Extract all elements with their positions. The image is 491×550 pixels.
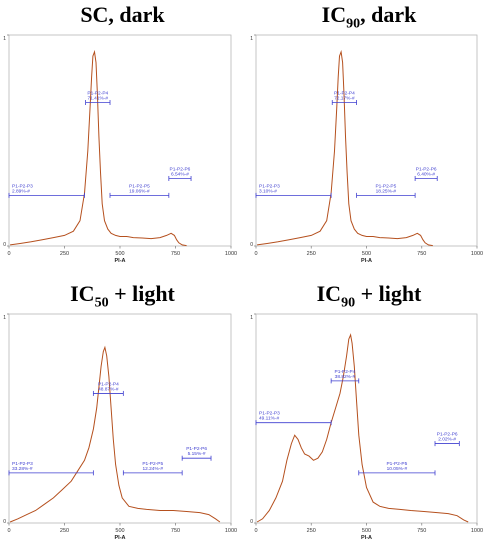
- panel-title-main: IC: [70, 281, 95, 306]
- gate-name-label: P1-P2-P5: [375, 183, 396, 189]
- gate-value-label: 12.24%-#: [142, 466, 163, 472]
- gate-value-label: 5.15%-#: [188, 451, 206, 457]
- x-tick-label: 1000: [471, 251, 483, 257]
- gate-value-label: 49.11%-#: [259, 416, 280, 422]
- panel-title-main: IC: [321, 2, 347, 27]
- gate-name-label: P1-P2-P6: [170, 166, 191, 172]
- x-tick-label: 750: [417, 251, 426, 257]
- panel-title: SC, dark: [0, 3, 245, 36]
- x-tick-label: 500: [115, 251, 124, 257]
- y-tick-label: 0: [250, 519, 253, 525]
- y-tick-label: 0: [3, 519, 6, 525]
- panel-ic90-light: IC90 + light 0 1 0 250 500 750 1000 PI-A P1-P2-P…: [247, 278, 491, 550]
- histogram-line: [256, 333, 469, 523]
- gate-name-label: P1-P2-P4: [98, 381, 119, 387]
- panel-title-main: IC: [316, 281, 342, 306]
- histogram-line: [9, 345, 221, 523]
- y-tick-label: 1: [3, 36, 6, 42]
- panel-sc-dark: SC, dark 0 1 0 250 500 750 1000 PI-A P1-P2-P3 2.8…: [0, 0, 245, 275]
- x-tick-label: 0: [7, 528, 10, 534]
- y-tick-label: 1: [3, 315, 6, 321]
- x-tick-label: 500: [115, 528, 124, 534]
- x-tick-label: 1000: [225, 251, 237, 257]
- y-tick-label: 0: [250, 242, 253, 248]
- x-tick-label: 1000: [471, 528, 483, 534]
- panel-title-rest: , dark: [360, 2, 417, 27]
- panel-title: IC50 + light: [0, 282, 245, 315]
- gate-value-label: 19.06%-#: [129, 188, 150, 194]
- gate-value-label: 3.10%-#: [259, 188, 277, 194]
- panel-title-sub: 50: [94, 295, 109, 311]
- x-axis-label: PI-A: [115, 258, 126, 264]
- x-tick-label: 500: [362, 251, 371, 257]
- plot-frame: [255, 34, 478, 247]
- gate-value-label: 33.28%-#: [12, 466, 33, 472]
- panel-ic50-light: IC50 + light 0 1 0 250 500 750 1000 PI-A P1-P2-P…: [0, 278, 245, 550]
- panel-title: IC90, dark: [247, 3, 491, 36]
- x-tick-label: 250: [60, 251, 69, 257]
- gate-value-label: 38.82%-#: [335, 374, 356, 380]
- plot-frame: [8, 313, 232, 524]
- x-tick-label: 0: [7, 251, 10, 257]
- x-tick-label: 750: [171, 528, 180, 534]
- gate-name-label: P1-P2-P3: [259, 183, 280, 189]
- y-tick-label: 1: [250, 36, 253, 42]
- gate-name-label: P1-P2-P5: [386, 461, 407, 467]
- panel-title: IC90 + light: [247, 282, 491, 315]
- gate-name-label: P1-P2-P4: [335, 369, 356, 375]
- panel-title-rest: + light: [108, 281, 175, 306]
- x-axis-label: PI-A: [115, 535, 126, 541]
- histogram-chart: 0 1 0 250 500 750 1000 PI-A P1-P2-P32.89%-# P1-P2…: [3, 34, 237, 264]
- gate-name-label: P1-P2-P3: [12, 183, 33, 189]
- panel-title-sub: 90: [341, 295, 356, 311]
- gate-value-label: 6.40%-#: [417, 171, 435, 177]
- gate-name-label: P1-P2-P3: [259, 411, 280, 417]
- x-tick-label: 250: [60, 528, 69, 534]
- x-tick-label: 1000: [225, 528, 237, 534]
- gate-value-label: 2.89%-#: [12, 188, 30, 194]
- x-axis-label: PI-A: [361, 535, 372, 541]
- histogram-line: [10, 49, 187, 247]
- plot-frame: [8, 34, 232, 247]
- gate-name-label: P1-P2-P5: [129, 183, 150, 189]
- plot-frame: [255, 313, 478, 524]
- gate-value-label: 48.87%-#: [98, 386, 119, 392]
- panel-title-sub: 90: [346, 16, 361, 32]
- histogram-line: [257, 49, 433, 247]
- gate-value-label: 71.41%-#: [88, 96, 109, 102]
- gate-value-label: 18.25%-#: [376, 188, 397, 194]
- panel-title-rest: + light: [355, 281, 422, 306]
- x-axis-label: PI-A: [361, 258, 372, 264]
- gate-value-label: 10.05%-#: [387, 466, 408, 472]
- x-tick-label: 500: [362, 528, 371, 534]
- gate-name-label: P1-P2-P4: [334, 91, 355, 97]
- gate-name-label: P1-P2-P6: [416, 166, 437, 172]
- x-tick-label: 0: [254, 528, 257, 534]
- panel-ic90-dark: IC90, dark 0 1 0 250 500 750 1000 PI-A P1-P2-P3 3…: [247, 0, 491, 275]
- x-tick-label: 0: [254, 251, 257, 257]
- y-tick-label: 0: [3, 242, 6, 248]
- gate-value-label: 6.54%-#: [171, 171, 189, 177]
- gate-name-label: P1-P2-P5: [142, 461, 163, 467]
- x-tick-label: 750: [417, 528, 426, 534]
- x-tick-label: 250: [307, 251, 316, 257]
- gate-name-label: P1-P2-P4: [87, 91, 108, 97]
- gate-value-label: 2.02%-#: [438, 437, 456, 443]
- gate-value-label: 72.17%-#: [334, 96, 355, 102]
- y-tick-label: 1: [250, 315, 253, 321]
- gate-name-label: P1-P2-P6: [186, 446, 207, 452]
- histogram-chart: 0 1 0 250 500 750 1000 PI-A P1-P2-P33.10%-# P1-P2…: [250, 34, 483, 264]
- x-tick-label: 250: [307, 528, 316, 534]
- panel-title-main: SC, dark: [80, 2, 165, 27]
- gate-name-label: P1-P2-P3: [12, 461, 33, 467]
- x-tick-label: 750: [171, 251, 180, 257]
- gate-name-label: P1-P2-P6: [437, 432, 458, 438]
